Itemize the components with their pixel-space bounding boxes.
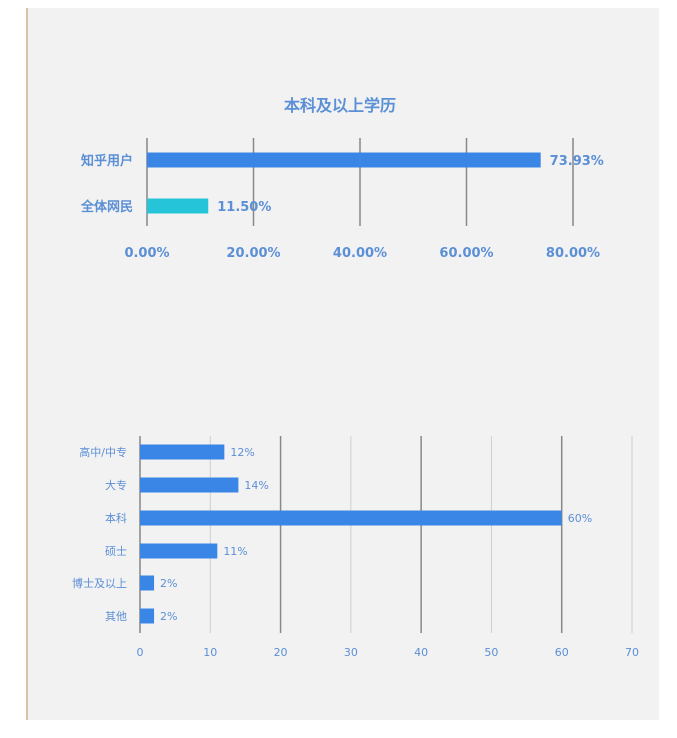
x-tick-label: 0	[137, 646, 144, 659]
chart-canvas	[26, 8, 659, 720]
category-label: 全体网民	[80, 199, 133, 215]
x-tick-label: 60	[555, 646, 569, 659]
bar	[140, 510, 562, 526]
category-label: 大专	[105, 478, 127, 492]
bar	[147, 198, 209, 214]
category-label: 博士及以上	[72, 577, 127, 590]
data-label: 2%	[160, 610, 177, 623]
x-tick-label: 60.00%	[439, 246, 493, 261]
category-label: 其他	[105, 610, 127, 623]
data-label: 73.93%	[550, 154, 604, 169]
x-tick-label: 20	[274, 646, 288, 659]
chart-title: 本科及以上学历	[284, 96, 396, 115]
bar	[140, 608, 155, 624]
bar	[147, 152, 541, 168]
data-label: 60%	[568, 512, 592, 525]
data-label: 14%	[244, 479, 268, 492]
data-label: 2%	[160, 577, 177, 590]
x-tick-label: 40.00%	[333, 246, 387, 261]
category-label: 知乎用户	[81, 153, 133, 169]
x-tick-label: 70	[625, 646, 639, 659]
x-tick-label: 10	[203, 646, 217, 659]
x-tick-label: 20.00%	[226, 246, 280, 261]
x-tick-label: 80.00%	[546, 246, 600, 261]
x-tick-label: 0.00%	[124, 246, 169, 261]
x-tick-label: 40	[414, 646, 428, 659]
data-label: 11.50%	[217, 200, 271, 215]
data-label: 12%	[230, 446, 254, 459]
category-label: 高中/中专	[79, 445, 127, 459]
data-label: 11%	[223, 545, 247, 558]
bar	[140, 444, 225, 460]
bar	[140, 575, 155, 591]
category-label: 硕士	[105, 545, 127, 558]
x-tick-label: 50	[484, 646, 498, 659]
category-label: 本科	[105, 511, 127, 525]
bar	[140, 543, 218, 559]
bar	[140, 477, 239, 493]
x-tick-label: 30	[344, 646, 358, 659]
